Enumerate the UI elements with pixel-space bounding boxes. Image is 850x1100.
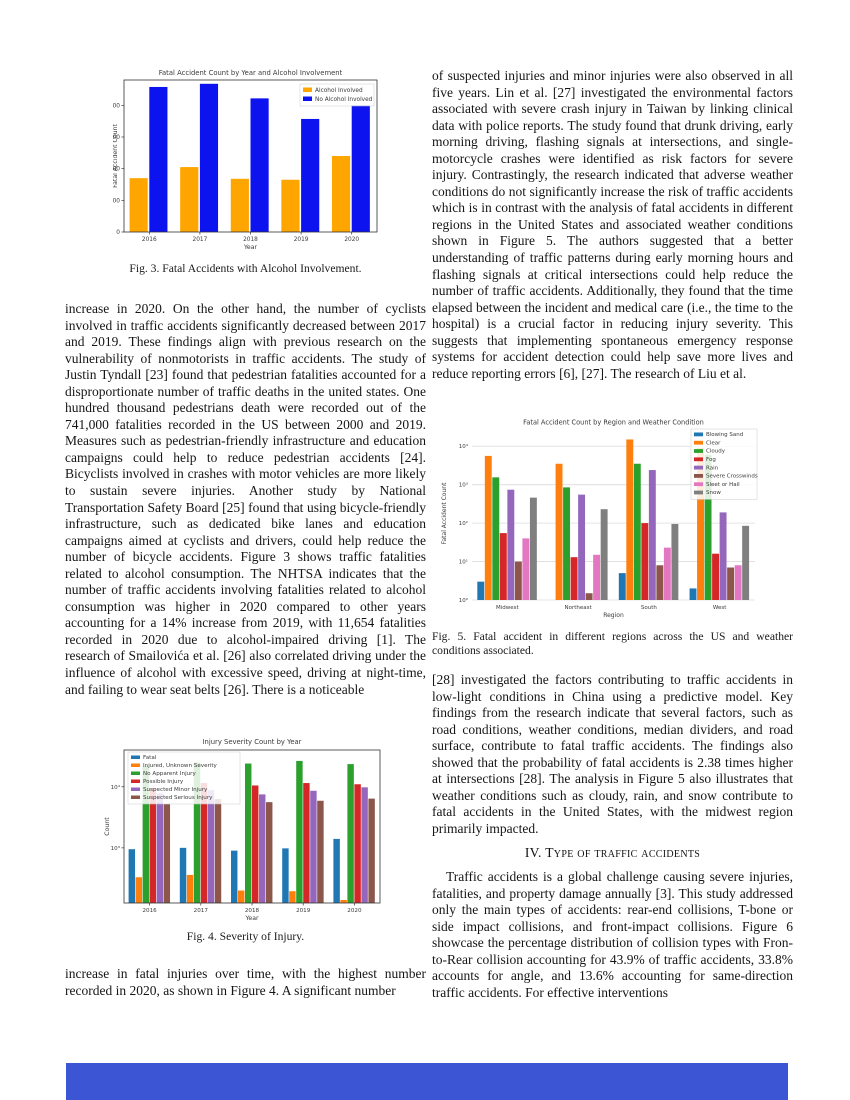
right-column-paragraph-3: Traffic accidents is a global challenge … bbox=[432, 869, 793, 1000]
svg-text:Possible Injury: Possible Injury bbox=[143, 779, 184, 785]
svg-text:South: South bbox=[641, 605, 657, 611]
svg-text:Fatal: Fatal bbox=[143, 755, 157, 761]
svg-text:200: 200 bbox=[113, 167, 120, 173]
svg-text:10⁰: 10⁰ bbox=[459, 597, 469, 604]
svg-text:Northeast: Northeast bbox=[565, 605, 593, 611]
svg-text:Blowing Sand: Blowing Sand bbox=[706, 432, 743, 438]
svg-text:Injured, Unknown Severity: Injured, Unknown Severity bbox=[143, 763, 218, 769]
svg-text:Sleet or Hail: Sleet or Hail bbox=[706, 482, 740, 488]
svg-text:Rain: Rain bbox=[706, 465, 719, 471]
svg-text:Injury Severity Count by Year: Injury Severity Count by Year bbox=[203, 738, 302, 746]
svg-text:2020: 2020 bbox=[344, 237, 359, 243]
svg-text:Year: Year bbox=[244, 915, 259, 922]
figure-4-caption: Fig. 4. Severity of Injury. bbox=[186, 930, 305, 943]
svg-text:Year: Year bbox=[243, 244, 258, 251]
svg-text:10⁴: 10⁴ bbox=[459, 443, 469, 450]
svg-text:Count: Count bbox=[104, 817, 111, 836]
svg-text:Alcohol Involved: Alcohol Involved bbox=[315, 88, 363, 94]
svg-text:Fatal Accident Count: Fatal Accident Count bbox=[441, 482, 448, 544]
svg-text:Severe Crosswinds: Severe Crosswinds bbox=[706, 474, 758, 480]
svg-text:10³: 10³ bbox=[111, 845, 120, 852]
svg-text:Suspected Serious Injury: Suspected Serious Injury bbox=[143, 795, 213, 801]
right-column-paragraph-1: of suspected injuries and minor injuries… bbox=[432, 68, 793, 381]
svg-text:2018: 2018 bbox=[245, 908, 260, 914]
section-heading-type-of-traffic-accidents: IV. Type of traffic accidents bbox=[524, 845, 701, 860]
figure-4-injury-severity-chart: 10³ 10⁴ 2016 2017 2018 2019 2020 Year Count Injur… bbox=[103, 733, 397, 925]
svg-text:10²: 10² bbox=[459, 520, 468, 527]
svg-text:Clear: Clear bbox=[706, 440, 721, 446]
svg-text:Fog: Fog bbox=[706, 457, 716, 463]
svg-text:Region: Region bbox=[603, 612, 624, 619]
figure-5-region-weather-chart: 10⁰ 10¹ 10² 10³ 10⁴ Midwest Northeast South West… bbox=[438, 418, 762, 620]
svg-text:Fatal Accident Count by Region: Fatal Accident Count by Region and Weath… bbox=[523, 419, 704, 427]
svg-text:2017: 2017 bbox=[193, 237, 208, 243]
svg-text:2017: 2017 bbox=[194, 908, 209, 914]
left-column-paragraph-2: increase in fatal injuries over time, wi… bbox=[65, 966, 426, 998]
svg-text:2019: 2019 bbox=[294, 237, 309, 243]
svg-text:No Alcohol Involved: No Alcohol Involved bbox=[315, 97, 373, 103]
svg-text:Suspected Minor Injury: Suspected Minor Injury bbox=[143, 787, 208, 793]
svg-text:2020: 2020 bbox=[347, 908, 362, 914]
svg-text:Fatal Accident Count by Year a: Fatal Accident Count by Year and Alcohol… bbox=[159, 69, 343, 77]
svg-text:2018: 2018 bbox=[243, 237, 258, 243]
svg-text:Midwest: Midwest bbox=[496, 605, 520, 611]
page-bottom-blue-bar bbox=[66, 1063, 788, 1100]
svg-text:100: 100 bbox=[113, 198, 120, 204]
svg-text:2016: 2016 bbox=[142, 237, 157, 243]
svg-text:0: 0 bbox=[116, 230, 120, 236]
figure-3-caption: Fig. 3. Fatal Accidents with Alcohol Inv… bbox=[129, 262, 362, 275]
svg-text:400: 400 bbox=[113, 103, 120, 109]
svg-text:10³: 10³ bbox=[459, 482, 468, 489]
svg-text:10⁴: 10⁴ bbox=[111, 784, 121, 791]
svg-text:No Apparent Injury: No Apparent Injury bbox=[143, 771, 196, 777]
left-column-paragraph-1: increase in 2020. On the other hand, the… bbox=[65, 301, 426, 697]
svg-text:Fatal Accident Count: Fatal Accident Count bbox=[113, 124, 119, 188]
svg-text:Snow: Snow bbox=[706, 490, 721, 496]
svg-text:300: 300 bbox=[113, 135, 120, 141]
svg-text:West: West bbox=[713, 605, 727, 611]
svg-text:Cloudy: Cloudy bbox=[706, 449, 726, 455]
svg-text:10¹: 10¹ bbox=[459, 559, 468, 566]
figure-5-caption: Fig. 5. Fatal accident in different regi… bbox=[432, 630, 793, 657]
right-column-paragraph-2: [28] investigated the factors contributi… bbox=[432, 672, 793, 836]
svg-text:2016: 2016 bbox=[142, 908, 157, 914]
svg-text:2019: 2019 bbox=[296, 908, 311, 914]
figure-3-alcohol-chart: 0 100 200 300 400 2016 2017 2018 2019 2020 Year Fat… bbox=[113, 66, 395, 252]
